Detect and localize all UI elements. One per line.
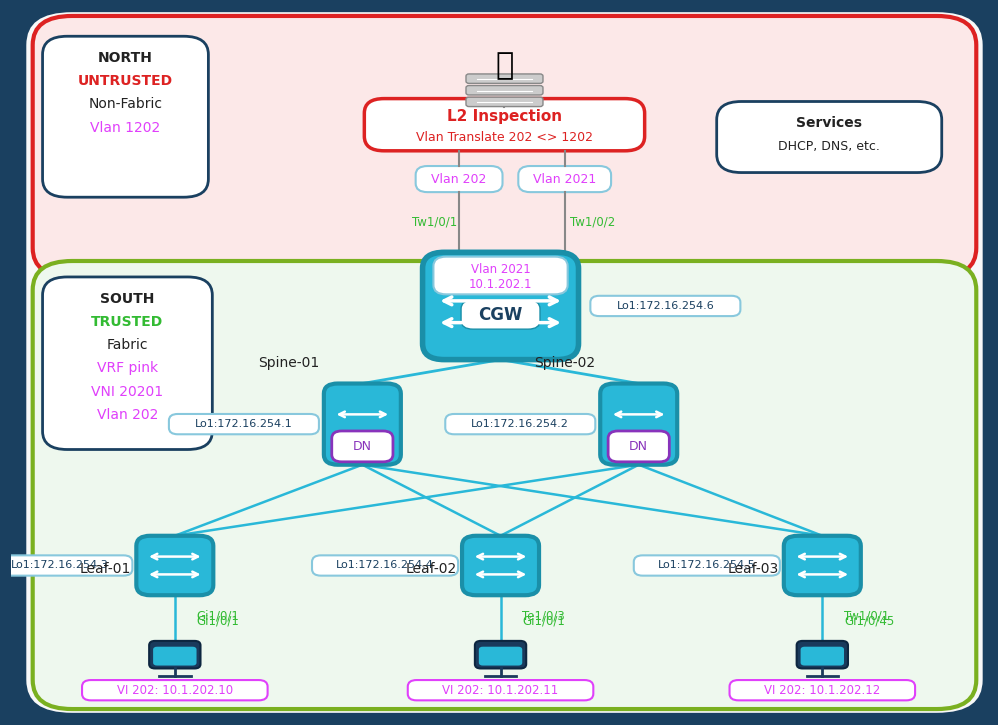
FancyBboxPatch shape xyxy=(82,680,267,700)
Text: Tw1/0/1: Tw1/0/1 xyxy=(412,216,457,228)
Text: DHCP, DNS, etc.: DHCP, DNS, etc. xyxy=(778,140,880,153)
FancyBboxPatch shape xyxy=(634,555,779,576)
Text: SOUTH: SOUTH xyxy=(100,291,155,306)
FancyBboxPatch shape xyxy=(33,261,976,709)
Text: Vlan 2021: Vlan 2021 xyxy=(471,263,530,276)
Text: Gi1/0/1: Gi1/0/1 xyxy=(197,614,240,627)
Text: Leaf-02: Leaf-02 xyxy=(406,562,457,576)
Text: Services: Services xyxy=(796,116,862,130)
Text: Tw1/0/2: Tw1/0/2 xyxy=(570,216,615,228)
Text: Gi1/0/45: Gi1/0/45 xyxy=(844,614,894,627)
Text: Non-Fabric: Non-Fabric xyxy=(89,97,163,112)
Text: Leaf-01: Leaf-01 xyxy=(80,562,132,576)
Text: 🔥: 🔥 xyxy=(495,51,514,80)
Text: Lo1:172.16.254.2: Lo1:172.16.254.2 xyxy=(471,419,569,429)
FancyBboxPatch shape xyxy=(466,86,543,95)
FancyBboxPatch shape xyxy=(137,536,214,595)
Text: 10.1.202.1: 10.1.202.1 xyxy=(469,278,532,291)
Text: UNTRUSTED: UNTRUSTED xyxy=(78,74,173,88)
Text: Vlan 2021: Vlan 2021 xyxy=(533,173,597,186)
FancyBboxPatch shape xyxy=(783,536,861,595)
Text: Lo1:172.16.254.5: Lo1:172.16.254.5 xyxy=(658,560,755,571)
FancyBboxPatch shape xyxy=(591,296,741,316)
Text: Lo1:172.16.254.1: Lo1:172.16.254.1 xyxy=(195,419,292,429)
Text: Gi1/0/1: Gi1/0/1 xyxy=(522,614,565,627)
Text: Vlan 1202: Vlan 1202 xyxy=(91,120,161,135)
FancyBboxPatch shape xyxy=(312,555,458,576)
FancyBboxPatch shape xyxy=(600,384,678,465)
Text: Tw1/0/1: Tw1/0/1 xyxy=(844,609,889,622)
Text: Vlan Translate 202 <> 1202: Vlan Translate 202 <> 1202 xyxy=(416,131,593,144)
Text: Te1/0/3: Te1/0/3 xyxy=(522,609,565,622)
Text: Lo1:172.16.254.6: Lo1:172.16.254.6 xyxy=(617,301,715,311)
FancyBboxPatch shape xyxy=(149,641,201,668)
Text: VRF pink: VRF pink xyxy=(97,361,158,376)
Text: Spine-01: Spine-01 xyxy=(257,356,319,370)
FancyBboxPatch shape xyxy=(153,647,197,666)
Text: Lo1:172.16.254.3: Lo1:172.16.254.3 xyxy=(10,560,108,571)
Text: DN: DN xyxy=(629,440,649,453)
FancyBboxPatch shape xyxy=(415,166,503,192)
Text: CGW: CGW xyxy=(478,306,523,323)
FancyBboxPatch shape xyxy=(0,555,133,576)
Text: Vlan 202: Vlan 202 xyxy=(97,407,158,422)
FancyBboxPatch shape xyxy=(800,647,844,666)
FancyBboxPatch shape xyxy=(169,414,319,434)
FancyBboxPatch shape xyxy=(364,99,645,151)
Text: VI 202: 10.1.202.10: VI 202: 10.1.202.10 xyxy=(117,684,233,697)
Text: Vlan 202: Vlan 202 xyxy=(431,173,487,186)
FancyBboxPatch shape xyxy=(422,252,579,360)
Text: Gi1/0/1: Gi1/0/1 xyxy=(197,609,240,622)
FancyBboxPatch shape xyxy=(717,102,942,173)
Text: TRUSTED: TRUSTED xyxy=(92,315,164,329)
Text: VNI 20201: VNI 20201 xyxy=(92,384,164,399)
FancyBboxPatch shape xyxy=(324,384,401,465)
FancyBboxPatch shape xyxy=(518,166,611,192)
FancyBboxPatch shape xyxy=(43,277,213,450)
FancyBboxPatch shape xyxy=(433,257,568,294)
FancyBboxPatch shape xyxy=(445,414,595,434)
FancyBboxPatch shape xyxy=(466,97,543,107)
FancyBboxPatch shape xyxy=(408,680,594,700)
FancyBboxPatch shape xyxy=(796,641,848,668)
Text: VI 202: 10.1.202.11: VI 202: 10.1.202.11 xyxy=(442,684,559,697)
Text: VI 202: 10.1.202.12: VI 202: 10.1.202.12 xyxy=(764,684,880,697)
Text: Leaf-03: Leaf-03 xyxy=(728,562,778,576)
Text: DN: DN xyxy=(353,440,372,453)
FancyBboxPatch shape xyxy=(33,16,976,277)
FancyBboxPatch shape xyxy=(730,680,915,700)
Text: Lo1:172.16.254.4: Lo1:172.16.254.4 xyxy=(336,560,434,571)
FancyBboxPatch shape xyxy=(608,431,670,462)
Text: NORTH: NORTH xyxy=(98,51,153,65)
FancyBboxPatch shape xyxy=(331,431,393,462)
FancyBboxPatch shape xyxy=(462,536,539,595)
FancyBboxPatch shape xyxy=(475,641,526,668)
Text: Fabric: Fabric xyxy=(107,338,148,352)
FancyBboxPatch shape xyxy=(43,36,209,197)
Text: Spine-02: Spine-02 xyxy=(534,356,595,370)
FancyBboxPatch shape xyxy=(466,74,543,83)
FancyBboxPatch shape xyxy=(461,300,540,329)
FancyBboxPatch shape xyxy=(23,9,986,716)
Text: L2 Inspection: L2 Inspection xyxy=(447,109,562,123)
FancyBboxPatch shape xyxy=(479,647,522,666)
